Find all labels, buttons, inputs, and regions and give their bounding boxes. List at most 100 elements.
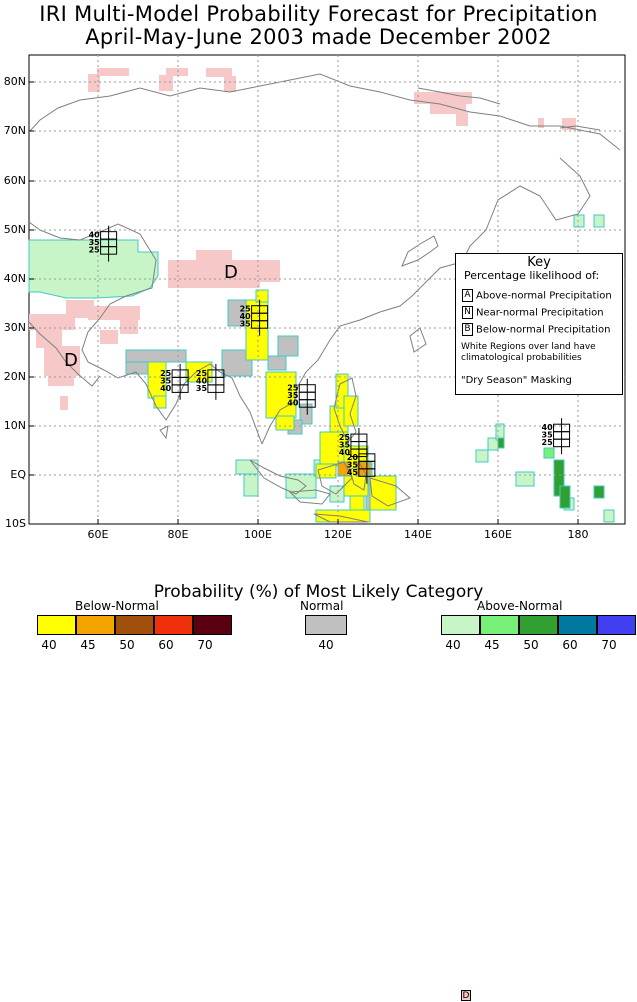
legend-value-above-50: 50: [523, 638, 539, 652]
probability-value: 35: [542, 431, 554, 440]
legend-swatch-above-60: [558, 615, 597, 635]
lon-label-100e: 100E: [244, 528, 272, 541]
probability-value: 35: [240, 320, 252, 329]
probability-value: 40: [240, 312, 252, 321]
lat-label-70n: 70N: [3, 124, 26, 137]
legend-title: Probability (%) of Most Likely Category: [153, 582, 484, 602]
lat-label-80n: 80N: [3, 75, 26, 88]
key-row-near-text: Near-normal Precipitation: [476, 307, 604, 319]
ticks: [29, 81, 579, 524]
probability-value: 40: [89, 231, 101, 240]
legend-value-above-60: 60: [562, 638, 578, 652]
lat-label-eq: EQ: [10, 468, 26, 481]
legend-value-above-40: 40: [445, 638, 461, 652]
legend-swatch-above-70: [597, 615, 636, 635]
legend-swatch-below-50: [115, 615, 154, 635]
lat-label-30n: 30N: [3, 321, 26, 334]
legend-swatch-above-45: [480, 615, 519, 635]
legend-value-below-40: 40: [41, 638, 57, 652]
probability-value: 35: [347, 460, 359, 469]
key-box: Key Percentage likelihood of: A Above-nor…: [455, 253, 623, 1001]
above-normal-45: [543, 447, 555, 459]
key-title: Key: [527, 255, 551, 270]
probability-value: 40: [160, 384, 172, 393]
key-letter-a: A: [462, 289, 473, 302]
legend-value-above-70: 70: [601, 638, 617, 652]
probability-value: 35: [89, 238, 101, 247]
legend-swatch-below-60: [154, 615, 193, 635]
key-row-near: N Near-normal Precipitation: [462, 306, 604, 319]
dry-season-letters: D D: [64, 262, 238, 371]
coastline: [28, 73, 621, 523]
lat-label-10n: 10N: [3, 419, 26, 432]
dry-season-letter-asia: D: [224, 262, 238, 283]
dry-season-letter-arabia: D: [64, 350, 78, 371]
key-letter-b: B: [462, 323, 473, 336]
lat-label-60n: 60N: [3, 174, 26, 187]
map-title-line-2: April-May-June 2003 made December 2002: [85, 25, 552, 49]
probability-value: 35: [160, 376, 172, 385]
probability-value: 20: [347, 453, 359, 462]
legend-above-label: Above-Normal: [477, 599, 563, 613]
probability-value: 35: [339, 441, 351, 450]
lon-label-80e: 80E: [167, 528, 189, 541]
probability-value: 40: [339, 448, 351, 457]
probability-value: 25: [196, 369, 208, 378]
above-normal-50: [497, 437, 605, 509]
key-row-below: B Below-normal Precipitation: [462, 323, 610, 336]
key-row-above-text: Above-normal Precipitation: [476, 290, 612, 302]
lon-label-140e: 140E: [404, 528, 432, 541]
key-row-above: A Above-normal Precipitation: [462, 289, 612, 302]
probability-value: 25: [240, 305, 252, 314]
key-dry-season-text: "Dry Season" Masking: [461, 375, 572, 386]
legend-value-normal-40: 40: [318, 638, 334, 652]
probability-value: 25: [89, 246, 101, 255]
legend-value-below-45: 45: [80, 638, 96, 652]
lon-label-60e: 60E: [87, 528, 109, 541]
lon-label-120e: 120E: [324, 528, 352, 541]
lat-label-20n: 20N: [3, 370, 26, 383]
probability-value: 40: [287, 399, 299, 408]
probability-value: 45: [347, 468, 359, 477]
probability-value: 40: [542, 423, 554, 432]
legend-normal-label: Normal: [300, 599, 344, 613]
lon-label-180: 180: [567, 528, 589, 541]
legend-swatch-above-40: [441, 615, 480, 635]
key-letter-n: N: [462, 306, 473, 319]
legend-swatch-normal-40: [305, 615, 347, 635]
legend-swatch-below-70: [193, 615, 232, 635]
legend-swatch-below-40: [37, 615, 76, 635]
key-row-below-text: Below-normal Precipitation: [476, 324, 611, 336]
probability-value: 25: [542, 438, 554, 447]
lon-label-160e: 160E: [484, 528, 512, 541]
key-subtitle: Percentage likelihood of:: [464, 269, 600, 282]
probability-value: 25: [160, 369, 172, 378]
probability-value: 35: [196, 384, 208, 393]
key-dry-season-row: D "Dry Season" Masking: [461, 375, 572, 1001]
lat-label-40n: 40N: [3, 272, 26, 285]
key-dry-season-swatch: D: [461, 990, 471, 1001]
probability-value: 25: [339, 433, 351, 442]
key-white-regions-note: White Regions over land have climatologi…: [461, 342, 596, 363]
legend-swatch-above-50: [519, 615, 558, 635]
lat-label-50n: 50N: [3, 223, 26, 236]
lat-label-10s: 10S: [5, 517, 26, 530]
legend-value-below-50: 50: [119, 638, 135, 652]
probability-value: 25: [287, 384, 299, 393]
legend-value-below-70: 70: [197, 638, 213, 652]
probability-value: 35: [287, 391, 299, 400]
legend-value-above-45: 45: [484, 638, 500, 652]
map-title-line-1: IRI Multi-Model Probability Forecast for…: [39, 2, 598, 26]
legend-swatch-below-45: [76, 615, 115, 635]
legend-value-below-60: 60: [158, 638, 174, 652]
probability-value: 40: [196, 376, 208, 385]
legend-below-label: Below-Normal: [75, 599, 159, 613]
